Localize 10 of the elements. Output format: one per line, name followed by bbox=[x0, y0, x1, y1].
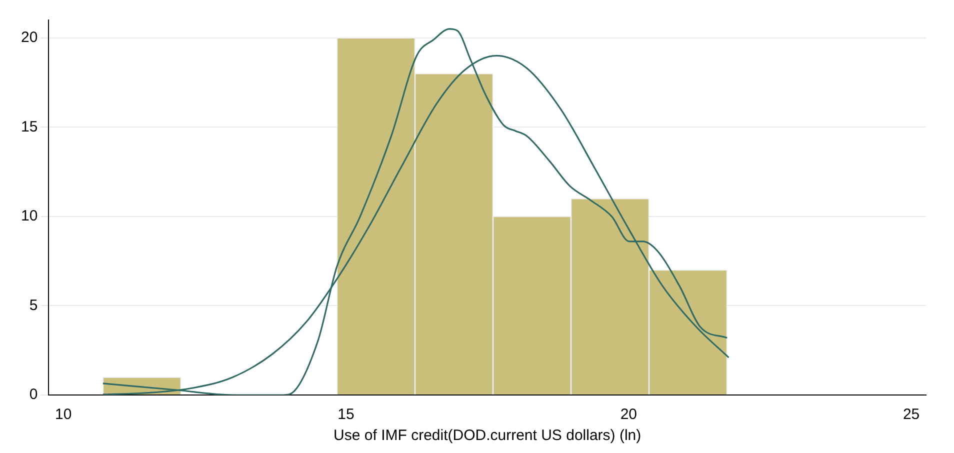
y-tick-label: 10 bbox=[20, 208, 38, 225]
x-tick-label: 10 bbox=[55, 406, 72, 424]
x-tick-label: 15 bbox=[338, 406, 354, 424]
x-tick-label: 25 bbox=[902, 406, 920, 424]
x-axis-title: Use of IMF credit(DOD.current US dollars) (ln) bbox=[334, 427, 642, 444]
y-tick-label: 15 bbox=[20, 118, 38, 136]
x-tick-label: 20 bbox=[620, 406, 638, 424]
y-tick-label: 5 bbox=[29, 296, 38, 314]
y-tick-label: 0 bbox=[29, 386, 38, 404]
y-tick-label: 20 bbox=[20, 29, 38, 46]
